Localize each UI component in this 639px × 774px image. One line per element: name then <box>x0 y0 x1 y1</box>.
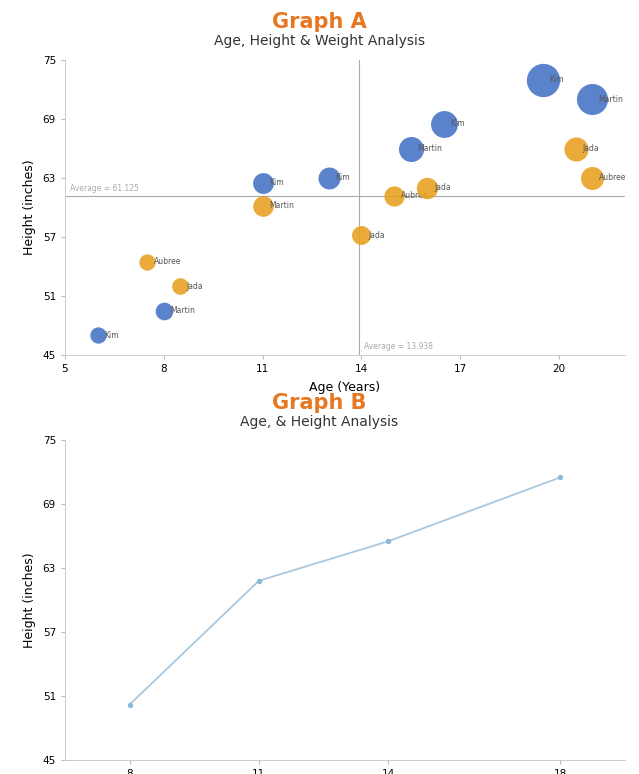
Text: Martin: Martin <box>417 144 442 153</box>
Point <box>158 304 169 317</box>
Text: Age, Height & Weight Analysis: Age, Height & Weight Analysis <box>214 34 425 48</box>
Text: Graph A: Graph A <box>272 12 367 32</box>
Text: Average = 13.938: Average = 13.938 <box>364 342 433 351</box>
Text: Martin: Martin <box>269 201 294 210</box>
Point <box>587 93 597 105</box>
Point <box>323 172 334 184</box>
Point <box>357 229 367 241</box>
Y-axis label: Height (inches): Height (inches) <box>23 159 36 255</box>
Text: Aubree: Aubree <box>401 191 428 200</box>
Text: Aubree: Aubree <box>154 257 181 266</box>
Text: Jada: Jada <box>582 144 599 153</box>
Point <box>389 190 399 202</box>
Point <box>439 118 449 130</box>
Text: Age, & Height Analysis: Age, & Height Analysis <box>240 415 399 429</box>
Text: Kim: Kim <box>335 173 350 183</box>
Text: Martin: Martin <box>599 95 624 104</box>
X-axis label: Age (Years): Age (Years) <box>309 381 381 394</box>
Text: Jada: Jada <box>434 183 450 192</box>
Point <box>258 176 268 189</box>
Text: Jada: Jada <box>368 231 385 239</box>
Point <box>537 74 548 86</box>
Text: Average = 61.125: Average = 61.125 <box>70 184 139 194</box>
Text: Kim: Kim <box>450 119 465 128</box>
Point <box>93 329 103 341</box>
Text: Graph B: Graph B <box>272 393 367 413</box>
Text: Kim: Kim <box>105 330 119 340</box>
Point <box>254 574 264 587</box>
Text: Kim: Kim <box>269 179 284 187</box>
Text: Jada: Jada <box>187 282 203 291</box>
Point <box>175 280 185 293</box>
Point <box>555 471 566 484</box>
Text: Kim: Kim <box>550 75 564 84</box>
Point <box>587 172 597 184</box>
Point <box>142 255 153 268</box>
Text: Martin: Martin <box>171 307 196 315</box>
Point <box>258 200 268 212</box>
Point <box>383 535 393 547</box>
Point <box>406 142 416 155</box>
Y-axis label: Height (inches): Height (inches) <box>23 552 36 648</box>
Text: Aubree: Aubree <box>599 173 626 183</box>
Point <box>422 182 433 194</box>
Point <box>571 142 581 155</box>
Point <box>125 698 135 711</box>
